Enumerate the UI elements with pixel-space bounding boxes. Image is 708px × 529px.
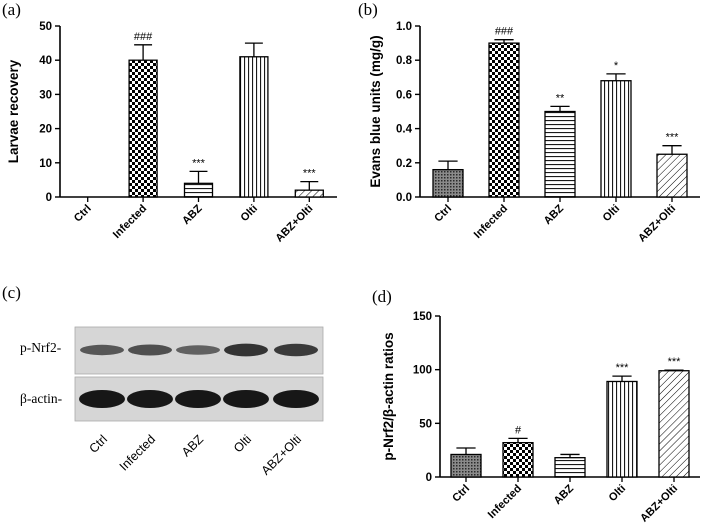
- bar: [128, 59, 158, 198]
- band-pnrf2: [80, 344, 124, 356]
- y-tick-label: 0: [46, 192, 52, 204]
- y-tick-label: 50: [419, 418, 432, 430]
- significance-label: ***: [616, 362, 630, 374]
- bar: [432, 168, 464, 198]
- y-tick-label: 0.2: [396, 158, 412, 170]
- bar: [606, 380, 638, 478]
- y-tick-label: 30: [39, 89, 52, 101]
- category-label: Infected: [486, 483, 524, 521]
- category-label: Ctrl: [450, 483, 472, 505]
- band-pnrf2: [176, 345, 220, 355]
- y-axis-label: Evans blue units (mg/g): [368, 35, 383, 187]
- band-pnrf2: [128, 344, 172, 356]
- y-tick-label: 0.4: [396, 124, 413, 136]
- bar: [488, 42, 520, 198]
- band-actin: [79, 390, 125, 408]
- significance-label: ###: [495, 26, 514, 38]
- wb-lane-label: Ctrl: [86, 432, 110, 456]
- bar: [544, 110, 576, 198]
- significance-label: ***: [666, 132, 680, 144]
- bar: [502, 442, 534, 478]
- bar: [294, 189, 324, 198]
- wb-lane-label: ABZ+Olti: [259, 432, 305, 478]
- wb-lane-label: Olti: [231, 432, 254, 455]
- category-label: ABZ+Olti: [638, 483, 680, 525]
- significance-label: ***: [192, 157, 206, 169]
- western-blot: p-Nrf2- β-actin- Ctrl Infected ABZ Olti ABZ+…: [20, 326, 324, 478]
- y-tick-label: 50: [39, 21, 52, 33]
- y-tick-label: 10: [39, 158, 52, 170]
- bar: [554, 457, 586, 478]
- band-pnrf2: [224, 343, 268, 357]
- category-label: Olti: [239, 203, 260, 224]
- y-axis-label: Larvae recovery: [6, 59, 21, 163]
- bar: [658, 370, 690, 478]
- panel-label-b: (b): [358, 0, 378, 19]
- band-actin: [127, 390, 173, 408]
- y-tick-label: 0.0: [396, 192, 412, 204]
- bar: [600, 80, 632, 198]
- band-actin: [223, 390, 269, 408]
- y-tick-label: 40: [39, 55, 52, 67]
- bar: [656, 153, 688, 198]
- category-label: Infected: [472, 203, 510, 241]
- significance-label: **: [556, 92, 565, 104]
- category-label: ABZ: [552, 482, 577, 507]
- bar: [183, 182, 214, 198]
- panel-label-d: (d): [372, 287, 392, 306]
- wb-lane-label: Infected: [117, 432, 158, 473]
- wb-row-label-actin: β-actin-: [20, 391, 63, 406]
- band-actin: [273, 390, 319, 408]
- y-tick-label: 0.6: [396, 89, 412, 101]
- y-tick-label: 100: [413, 365, 432, 377]
- panel-label-c: (c): [2, 283, 21, 302]
- band-pnrf2: [274, 343, 318, 357]
- y-tick-label: 20: [39, 124, 52, 136]
- y-tick-label: 1.0: [396, 21, 412, 33]
- category-label: Ctrl: [432, 203, 454, 225]
- category-label: ABZ: [180, 202, 205, 227]
- significance-label: #: [515, 424, 522, 436]
- category-label: Olti: [607, 483, 628, 504]
- chart-larvae-recovery: 0 10 20 30 40 50 Larvae recovery Ctrl Infected ##…: [6, 21, 337, 245]
- category-label: ABZ+Olti: [636, 203, 678, 245]
- category-label: Olti: [601, 203, 622, 224]
- bar: [239, 56, 269, 198]
- chart-nrf2-ratio: 0 50 100 150 p-Nrf2/β-actin ratios Ctrl Infect…: [381, 311, 700, 525]
- significance-label: *: [614, 60, 619, 72]
- y-tick-label: 150: [413, 311, 432, 323]
- significance-label: ***: [303, 168, 317, 180]
- category-label: Ctrl: [72, 203, 94, 225]
- y-tick-label: 0: [426, 472, 432, 484]
- wb-row-label-pnrf2: p-Nrf2-: [20, 340, 62, 355]
- band-actin: [175, 390, 221, 408]
- significance-label: ***: [668, 356, 682, 368]
- category-label: Infected: [111, 203, 149, 241]
- category-label: ABZ: [542, 202, 567, 227]
- wb-lane-label: ABZ: [179, 432, 206, 459]
- y-tick-label: 0.8: [396, 55, 413, 67]
- significance-label: ###: [134, 31, 153, 43]
- category-label: ABZ+Olti: [273, 203, 315, 245]
- panel-label-a: (a): [2, 0, 21, 19]
- bar: [450, 453, 482, 478]
- y-axis-label: p-Nrf2/β-actin ratios: [381, 332, 396, 460]
- chart-evans-blue: 0.0 0.2 0.4 0.6 0.8 1.0 Evans blue units (mg/g…: [368, 21, 700, 245]
